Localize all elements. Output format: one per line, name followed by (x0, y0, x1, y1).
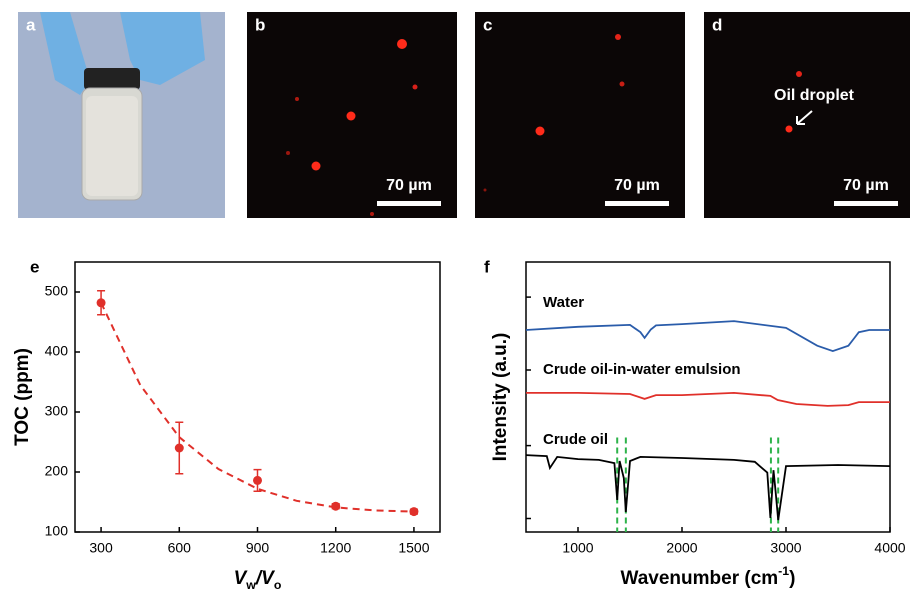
x-tick-label: 1500 (398, 540, 429, 556)
panel-label: a (26, 15, 36, 34)
axis-title: Wavenumber (cm-1) (621, 564, 796, 589)
axis-title-part: o (274, 578, 282, 592)
series-label: Crude oil-in-water emulsion (543, 361, 741, 378)
x-tick-label: 600 (168, 540, 192, 556)
axis-title-part: w (245, 578, 256, 592)
plot-frame (525, 261, 891, 533)
y-axis-title: Intensity (a.u.) (490, 333, 511, 462)
axis-title-part: Wavenumber (cm (621, 568, 779, 589)
axis-title-part: ) (789, 568, 795, 589)
axis-title-part: -1 (778, 564, 789, 578)
spectrum-line (525, 454, 891, 521)
panel-label: d (712, 15, 722, 34)
scale-bar (834, 201, 898, 206)
x-tick-label: 1200 (320, 540, 351, 556)
y-tick-label: 300 (45, 403, 69, 419)
scale-bar-label: 70 µm (614, 177, 660, 194)
x-tick-label: 2000 (666, 540, 697, 556)
series-label: Water (543, 294, 584, 311)
y-axis-title: TOC (ppm) (12, 348, 33, 446)
scale-bar-label: 70 µm (843, 177, 889, 194)
y-tick-label: 200 (45, 463, 69, 479)
panel-label: e (30, 257, 39, 276)
axis-title-part: /V (255, 568, 275, 589)
axis-title: Vw/Vo (234, 568, 282, 592)
data-point (331, 501, 341, 511)
data-point (174, 443, 184, 453)
x-tick-label: 900 (246, 540, 270, 556)
x-tick-label: 1000 (562, 540, 593, 556)
x-tick-label: 3000 (770, 540, 801, 556)
spectrum-line (525, 320, 890, 353)
y-tick-label: 400 (45, 343, 69, 359)
scale-bar (605, 201, 669, 206)
x-tick-label: 4000 (874, 540, 905, 556)
photo-a (18, 12, 225, 218)
x-tick-label: 300 (89, 540, 113, 556)
fit-line (100, 302, 414, 513)
panel-label: c (483, 15, 492, 34)
data-point (253, 475, 262, 485)
photo-d: Oil droplet (704, 12, 910, 218)
photo-b (247, 12, 457, 218)
y-tick-label: 100 (45, 523, 69, 539)
panel-label: f (484, 257, 490, 276)
photo-c (475, 12, 685, 218)
data-point (96, 298, 106, 308)
data-point (409, 507, 419, 517)
scale-bar-label: 70 µm (386, 177, 432, 194)
spectrum-line (526, 391, 890, 407)
annotation: Oil droplet (774, 87, 855, 104)
y-tick-label: 500 (45, 283, 69, 299)
panel-label: b (255, 15, 265, 34)
axis-title-part: V (234, 568, 248, 589)
series-label: Crude oil (543, 431, 608, 448)
scale-bar (377, 201, 441, 206)
